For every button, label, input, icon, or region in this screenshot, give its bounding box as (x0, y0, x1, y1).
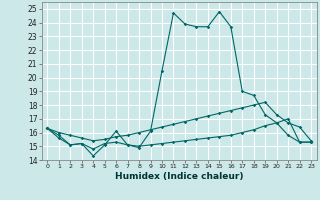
X-axis label: Humidex (Indice chaleur): Humidex (Indice chaleur) (115, 172, 244, 181)
